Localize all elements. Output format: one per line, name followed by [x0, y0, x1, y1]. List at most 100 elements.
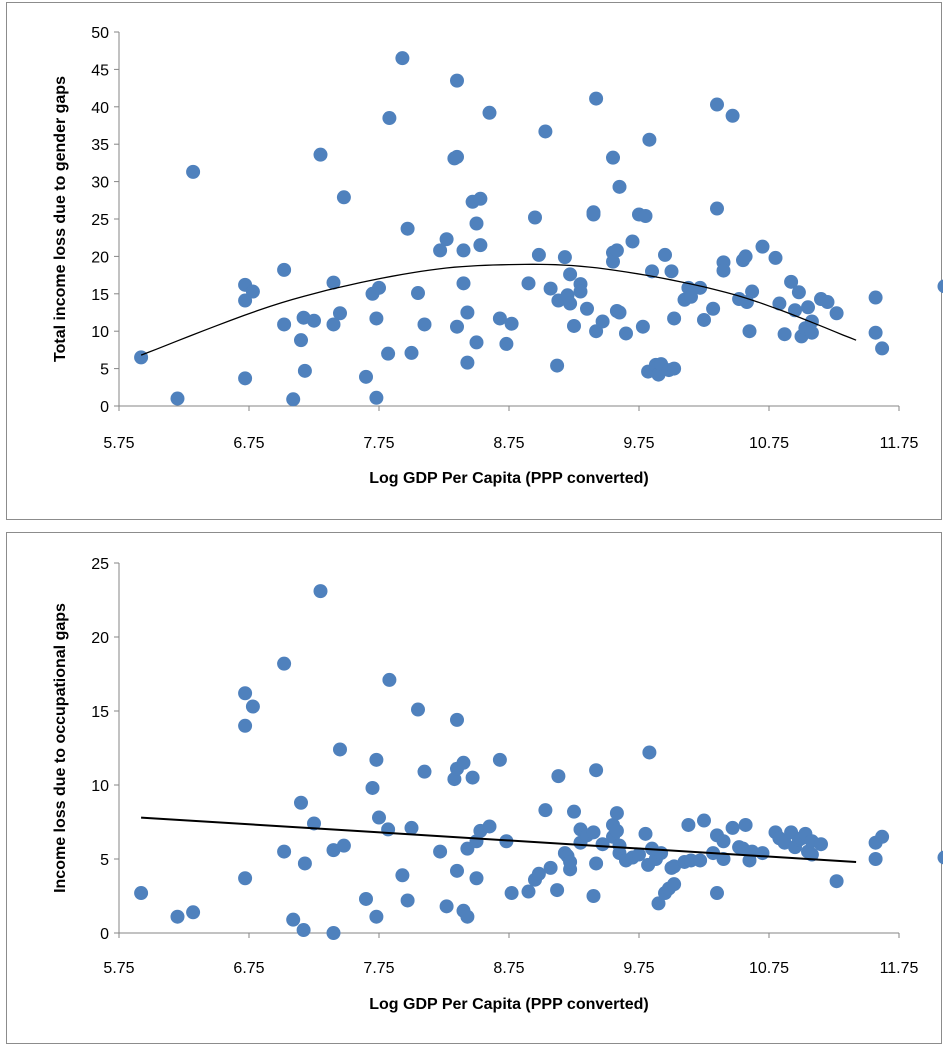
data-point: [238, 686, 253, 701]
data-point: [469, 335, 484, 350]
data-point: [417, 764, 432, 779]
data-point: [550, 358, 565, 373]
data-point: [563, 296, 578, 311]
data-point: [814, 837, 828, 852]
data-point: [609, 806, 624, 821]
data-point: [307, 816, 321, 831]
data-point: [619, 326, 633, 341]
data-point: [681, 817, 696, 832]
data-point: [595, 314, 610, 329]
data-point: [755, 846, 770, 861]
data-point: [654, 846, 669, 861]
chart-occupational-gaps: 0 5 10 15 20 25 5.75 6.75 7.75 8.75 9.75 10.75 11.75…: [6, 532, 943, 1044]
data-point: [642, 745, 657, 760]
data-point: [381, 822, 396, 837]
data-point: [875, 829, 890, 844]
data-point: [738, 817, 753, 832]
data-point: [336, 838, 351, 853]
y-axis-title: Total income loss due to gender gaps: [52, 76, 69, 362]
data-point: [336, 190, 351, 205]
x-tick-label: 9.75: [623, 960, 654, 977]
data-point: [277, 317, 292, 332]
data-point: [645, 264, 659, 279]
chart-occupational-gaps-svg: 0 5 10 15 20 25 5.75 6.75 7.75 8.75 9.75 10.75 11.75…: [52, 556, 943, 1013]
data-point: [238, 871, 253, 886]
data-point: [632, 847, 646, 862]
x-tick-label: 10.75: [749, 435, 789, 452]
data-point: [433, 844, 448, 859]
data-point: [359, 891, 373, 906]
data-point: [417, 317, 432, 332]
y-tick-label: 0: [100, 399, 109, 416]
data-point: [693, 280, 708, 295]
data-point: [450, 149, 464, 164]
data-point: [504, 316, 519, 331]
data-point: [667, 311, 682, 326]
x-tick-label: 8.75: [493, 435, 524, 452]
data-point: [638, 209, 653, 224]
data-point: [937, 279, 943, 294]
data-point: [411, 286, 425, 301]
data-point: [286, 912, 301, 927]
x-tick-label: 11.75: [880, 960, 919, 977]
data-point: [768, 250, 783, 265]
data-point: [567, 804, 581, 819]
y-tick-label: 40: [91, 100, 109, 117]
data-point: [395, 868, 410, 883]
data-point: [567, 318, 581, 333]
y-tick-label: 15: [91, 287, 109, 304]
data-point: [404, 345, 419, 360]
data-point: [638, 826, 653, 841]
data-point: [684, 289, 698, 304]
data-point: [450, 863, 464, 878]
data-point: [772, 296, 787, 311]
data-point: [528, 210, 542, 225]
data-point: [326, 926, 341, 940]
x-tick-label: 10.75: [749, 960, 789, 977]
data-point: [245, 699, 260, 714]
data-point: [606, 254, 620, 269]
x-axis-title: Log GDP Per Capita (PPP converted): [369, 996, 648, 1013]
data-point: [456, 276, 471, 291]
data-point: [170, 391, 185, 406]
data-point: [543, 281, 558, 296]
data-point: [563, 267, 578, 282]
y-tick-label: 35: [91, 137, 109, 154]
data-point: [550, 883, 565, 898]
data-point: [381, 346, 396, 361]
data-point: [589, 91, 604, 106]
data-point: [612, 179, 627, 194]
data-point: [635, 319, 650, 334]
data-point: [297, 363, 312, 378]
x-tick-label: 11.75: [880, 435, 919, 452]
data-point: [313, 147, 328, 162]
data-point: [294, 795, 308, 810]
data-point: [580, 301, 594, 316]
data-point: [369, 390, 384, 405]
data-point: [134, 886, 149, 901]
data-point: [658, 247, 672, 262]
data-point: [469, 216, 484, 231]
data-point: [586, 205, 601, 220]
y-tick-label: 15: [91, 704, 109, 721]
data-point: [521, 276, 536, 291]
data-point: [326, 317, 341, 332]
data-point: [450, 73, 464, 88]
data-point: [738, 249, 753, 264]
data-point: [439, 232, 454, 247]
data-point: [450, 319, 464, 334]
data-point: [716, 834, 731, 849]
data-point: [400, 221, 415, 236]
data-point: [829, 306, 844, 321]
data-point: [499, 336, 514, 351]
data-point: [868, 852, 883, 866]
y-tick-label: 5: [100, 852, 109, 869]
data-point: [521, 884, 536, 899]
x-tick-label: 5.75: [103, 960, 134, 977]
data-point: [492, 311, 507, 326]
data-point: [297, 856, 312, 871]
data-point: [296, 923, 311, 938]
data-point: [710, 97, 724, 112]
data-point: [586, 825, 601, 840]
data-point: [642, 132, 657, 147]
